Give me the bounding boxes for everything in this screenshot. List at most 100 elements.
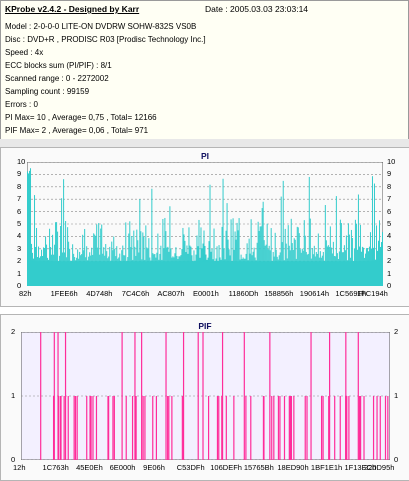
pi-bar [169, 206, 171, 286]
pif-xtick: 12h [13, 463, 26, 472]
pi-bar [236, 222, 238, 286]
pi-bar [347, 223, 349, 286]
pi-bar [196, 235, 198, 286]
pi-bar [348, 234, 350, 286]
pi-bar [30, 168, 32, 286]
pi-bar [287, 225, 289, 286]
pi-bar [28, 173, 30, 286]
pi-bar [57, 231, 59, 286]
pi-chart-panel: PI 10 9 8 7 6 5 4 3 2 1 0 10 9 8 7 6 5 4 3 2 1 0 82h 1FEE6h 4D74… [0, 147, 409, 307]
scan-date: Date : 2005.03.03 23:03:14 [205, 4, 309, 14]
pi-bar [182, 227, 184, 286]
pi-bar [309, 218, 311, 286]
pi-bar [61, 198, 63, 286]
pi-bar [98, 223, 100, 286]
pi-bar [96, 224, 98, 286]
pi-xtick: 1FC194h [357, 289, 388, 298]
pif-xtick: C53DFh [176, 463, 205, 472]
pi-bar [317, 233, 319, 286]
info-pi-summary: PI Max= 10 , Average= 0,75 , Total= 1216… [5, 113, 157, 122]
pi-bar [296, 226, 298, 286]
pi-ytick-left: 10 [17, 157, 26, 166]
pi-bar [55, 222, 57, 286]
pi-bar [164, 217, 166, 286]
pi-bar [250, 219, 252, 286]
pi-bar [36, 227, 38, 286]
pi-bar [369, 232, 371, 286]
pi-bar [270, 228, 272, 286]
pif-xtick: 9E06h [143, 463, 165, 472]
pi-ytick-right: 2 [387, 256, 392, 266]
pi-bar [136, 229, 138, 286]
pi-ytick-right: 6 [387, 206, 392, 216]
pi-bar [329, 226, 331, 286]
pif-chart-title: PIF [198, 321, 212, 331]
pi-bar [381, 232, 383, 286]
pi-bar [100, 228, 102, 286]
pi-bar [258, 230, 260, 286]
pif-ytick-left: 1 [11, 391, 16, 400]
pi-bar [290, 218, 292, 286]
pi-bar [260, 226, 262, 286]
pi-bar [139, 199, 141, 286]
pi-xtick: 158856h [264, 289, 294, 298]
pi-bar [198, 219, 200, 286]
pi-bar [232, 218, 234, 286]
pi-bar [34, 195, 36, 286]
pi-bar [67, 227, 69, 286]
info-scanned-range: Scanned range : 0 - 2272002 [5, 74, 109, 83]
pi-xtick: 82h [19, 289, 32, 298]
pi-bar [45, 236, 47, 286]
pi-ytick-left: 7 [17, 194, 22, 204]
pi-bar [142, 232, 144, 286]
pi-ytick-left: 4 [17, 231, 22, 241]
pi-ytick-right: 8 [387, 181, 392, 191]
pi-chart-svg [27, 162, 383, 286]
pi-ytick-right: 3 [387, 243, 392, 253]
pi-ytick-left: 5 [17, 219, 22, 228]
pi-bar [221, 226, 223, 286]
pi-bar [375, 225, 377, 286]
pi-bar [52, 234, 54, 286]
pi-bar [297, 227, 299, 286]
pi-bar [101, 224, 103, 286]
pi-bar [125, 222, 127, 286]
pi-bar [49, 228, 51, 286]
pi-bar [82, 234, 84, 286]
app-title: KProbe v2.4.2 - Designed by Karr [5, 4, 140, 14]
pi-bar [188, 227, 190, 286]
pi-ytick-right: 9 [387, 169, 392, 179]
pi-bar [222, 178, 224, 286]
pif-xtick: 18ED90h [277, 463, 309, 472]
pi-bar [266, 223, 268, 286]
pi-bar [226, 203, 228, 286]
pi-bar [29, 170, 31, 286]
info-disc: Disc : DVD+R , PRODISC R03 [Prodisc Tech… [5, 35, 206, 44]
pi-ytick-left: 9 [17, 169, 22, 179]
pi-bar [298, 233, 300, 286]
pi-ytick-right: 0 [387, 281, 392, 290]
pi-bar [63, 179, 65, 286]
pi-ytick-right: 10 [387, 157, 396, 166]
pi-bar [60, 225, 62, 286]
pif-ytick-left: 0 [11, 455, 16, 464]
pi-bar [183, 234, 185, 286]
pi-bar [304, 235, 306, 286]
pi-ytick-left: 6 [17, 206, 22, 216]
pif-chart-svg [21, 332, 390, 460]
pi-bar [238, 218, 240, 286]
pi-xtick: 190614h [299, 289, 329, 298]
panel-separator [0, 139, 409, 147]
pi-bar [165, 231, 167, 286]
pi-bar [339, 219, 341, 286]
scan-info-panel: KProbe v2.4.2 - Designed by Karr Date : … [0, 0, 409, 140]
pi-bar [209, 184, 211, 286]
pif-xtick: 6E000h [109, 463, 136, 472]
pi-bar [203, 230, 205, 286]
pi-bar [131, 236, 133, 286]
pi-bar [284, 228, 286, 286]
pi-bar [308, 176, 310, 286]
pi-chart-title: PI [200, 151, 210, 161]
pi-bar [237, 230, 239, 286]
pi-xtick: 7C4C6h [121, 289, 150, 298]
